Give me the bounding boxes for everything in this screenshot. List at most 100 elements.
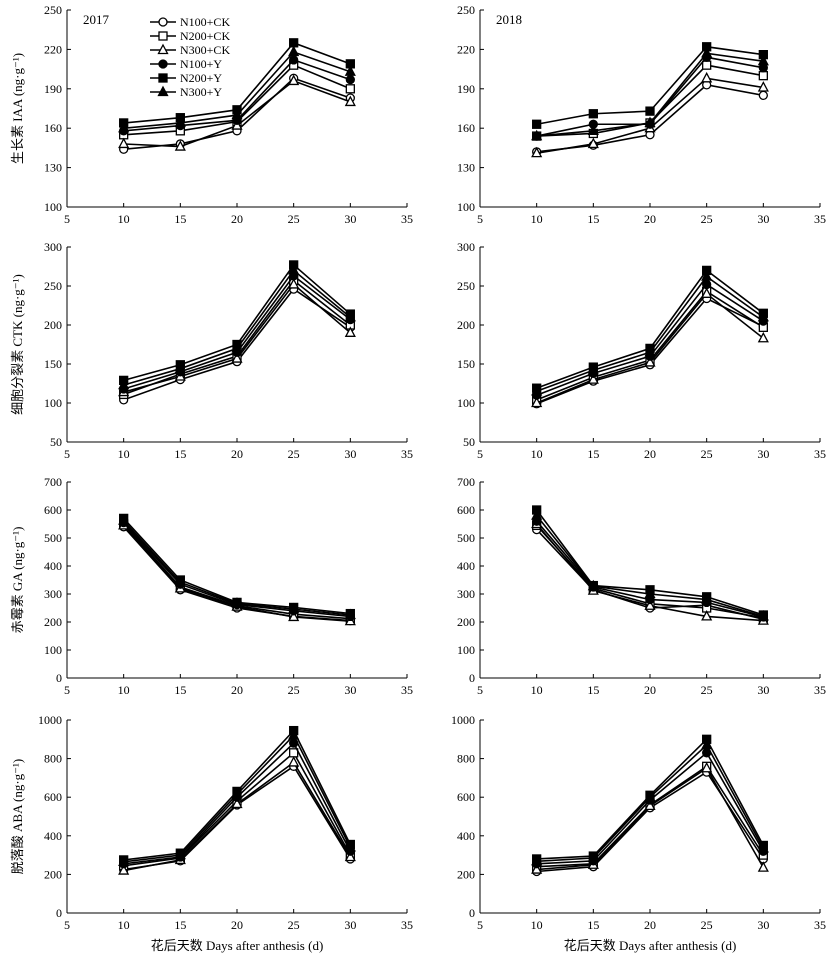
y-tick-label: 100 xyxy=(457,200,475,214)
x-tick-label: 30 xyxy=(344,918,356,932)
y-tick-label: 200 xyxy=(457,318,475,332)
y-tick-label: 200 xyxy=(457,615,475,629)
x-tick-label: 5 xyxy=(477,447,483,461)
panel-2018-1: 100 130 160 190 220 250 5 10 15 20 25 30 35 2018 xyxy=(457,3,826,226)
x-tick-label: 25 xyxy=(288,918,300,932)
x-tick-label: 5 xyxy=(64,212,70,226)
x-tick-label: 35 xyxy=(401,212,413,226)
y-tick-label: 160 xyxy=(457,121,475,135)
y-tick-label: 0 xyxy=(469,671,475,685)
series-N300+CK xyxy=(531,287,769,408)
data-point xyxy=(531,854,543,866)
x-tick-label: 25 xyxy=(701,447,713,461)
series-N100+Y xyxy=(532,279,768,400)
data-point xyxy=(344,95,356,107)
data-point xyxy=(645,106,655,116)
series-N300+Y xyxy=(531,270,769,396)
y-tick-label: 200 xyxy=(44,615,62,629)
data-point xyxy=(644,345,656,357)
y-tick-label: 400 xyxy=(44,829,62,843)
data-point xyxy=(757,331,769,343)
data-point xyxy=(757,310,769,322)
x-tick-label: 10 xyxy=(118,683,130,697)
x-tick-label: 15 xyxy=(174,918,186,932)
legend-item: N300+Y xyxy=(150,85,222,99)
data-point xyxy=(118,121,130,133)
x-tick-label: 25 xyxy=(288,683,300,697)
data-point xyxy=(174,362,186,373)
data-point xyxy=(587,137,599,149)
legend-label: N100+CK xyxy=(180,15,230,29)
panel-2017-3: 0 100 200 300 400 500 600 700 5 10 15 20 25 30 35 赤霉素 G… xyxy=(10,475,413,697)
data-point xyxy=(532,119,542,129)
series-line xyxy=(123,269,351,386)
y-tick-label: 0 xyxy=(56,906,62,920)
year-label: 2017 xyxy=(83,12,110,27)
x-tick-label: 15 xyxy=(174,212,186,226)
series-N300+Y xyxy=(531,46,769,141)
x-tick-label: 25 xyxy=(288,212,300,226)
series-N300+Y xyxy=(531,738,769,866)
x-tick-label: 20 xyxy=(231,683,243,697)
y-tick-label: 800 xyxy=(44,752,62,766)
y-tick-label: 100 xyxy=(457,396,475,410)
x-tick-label: 15 xyxy=(587,447,599,461)
y-tick-label: 700 xyxy=(457,475,475,489)
data-point xyxy=(231,342,243,353)
y-tick-label: 800 xyxy=(457,752,475,766)
y-tick-label: 200 xyxy=(44,867,62,881)
data-point xyxy=(758,90,768,101)
data-point xyxy=(587,851,599,863)
data-point xyxy=(288,602,300,614)
x-tick-label: 10 xyxy=(531,447,543,461)
data-point xyxy=(288,264,300,275)
legend-label: N200+Y xyxy=(180,71,222,85)
y-axis-label: 细胞分裂素 CTK (ng·g⁻¹) xyxy=(10,274,25,415)
data-point xyxy=(345,84,355,94)
data-point xyxy=(531,509,543,520)
data-point xyxy=(118,864,130,875)
data-point xyxy=(288,278,300,289)
y-tick-label: 150 xyxy=(457,357,475,371)
data-point xyxy=(644,587,656,599)
data-point xyxy=(644,116,656,128)
series-N300+CK xyxy=(118,278,356,397)
x-tick-label: 35 xyxy=(401,683,413,697)
x-tick-label: 15 xyxy=(587,212,599,226)
x-tick-label: 35 xyxy=(814,918,826,932)
legend-marker xyxy=(158,17,168,27)
series-N100+Y xyxy=(119,55,355,136)
data-point xyxy=(701,761,713,773)
panel-2018-3: 0 100 200 300 400 500 600 700 5 10 15 20 25 30 35 xyxy=(457,475,826,697)
x-tick-label: 15 xyxy=(587,683,599,697)
legend-marker xyxy=(158,73,168,83)
series-N300+Y xyxy=(118,514,356,620)
series-N300+CK xyxy=(531,517,769,625)
legend-label: N300+CK xyxy=(180,43,230,57)
series-N300+Y xyxy=(118,729,356,867)
data-point xyxy=(289,55,299,65)
data-point xyxy=(757,81,769,92)
x-tick-label: 10 xyxy=(531,683,543,697)
y-tick-label: 160 xyxy=(44,121,62,135)
x-tick-label: 20 xyxy=(231,447,243,461)
x-tick-label: 35 xyxy=(401,447,413,461)
x-tick-label: 35 xyxy=(814,447,826,461)
data-point xyxy=(118,378,130,390)
legend-marker xyxy=(158,59,168,69)
panel-2018-2: 50 100 150 200 250 300 5 10 15 20 25 30 35 xyxy=(457,240,826,461)
data-point xyxy=(757,861,769,872)
y-tick-label: 300 xyxy=(44,240,62,254)
x-tick-label: 35 xyxy=(814,212,826,226)
data-point xyxy=(531,863,543,874)
data-point xyxy=(345,74,355,85)
data-point xyxy=(289,38,299,48)
x-tick-label: 35 xyxy=(814,683,826,697)
data-point xyxy=(288,756,300,767)
data-point xyxy=(118,855,130,867)
legend-item: N200+CK xyxy=(150,29,230,43)
y-tick-label: 500 xyxy=(44,531,62,545)
y-tick-label: 1000 xyxy=(451,713,475,727)
x-tick-label: 30 xyxy=(757,447,769,461)
y-tick-label: 0 xyxy=(56,671,62,685)
